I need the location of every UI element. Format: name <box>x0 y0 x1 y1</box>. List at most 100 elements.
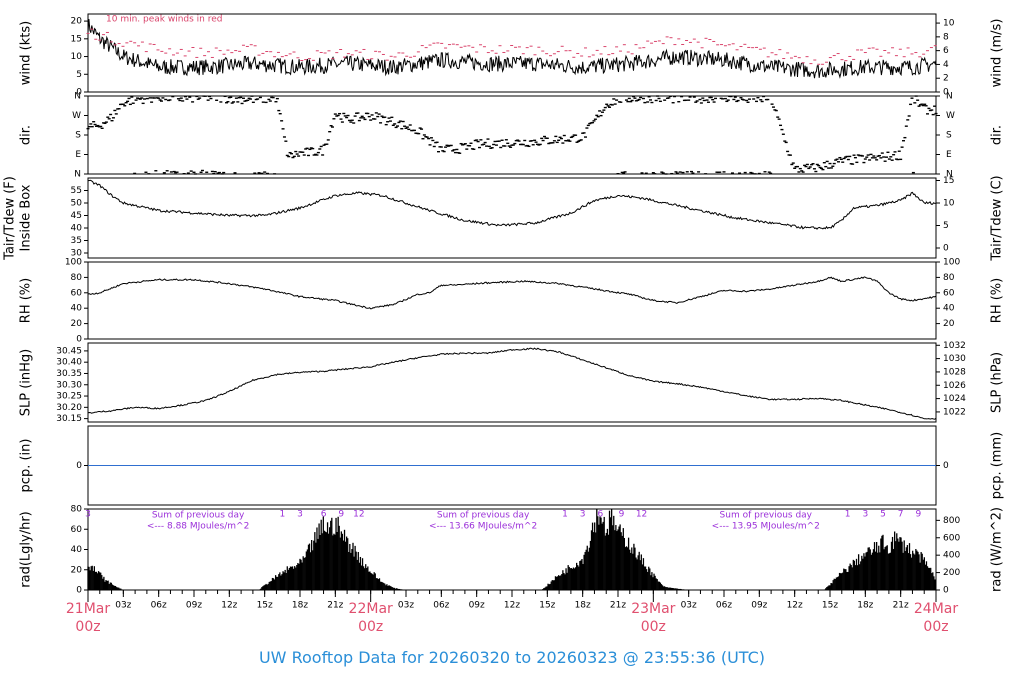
x-axis-hour-label: 21z <box>327 601 343 611</box>
x-axis-hour-label: 09z <box>469 601 485 611</box>
x-axis-hour-label: 12z <box>504 601 520 611</box>
wind-left-tick-label: 5 <box>76 70 82 80</box>
rad-left-tick-label: 0 <box>76 586 82 596</box>
x-axis-hour-label: 21z <box>610 601 626 611</box>
rad-right-tick-label: 800 <box>943 516 960 526</box>
rad-left-tick-label: 40 <box>71 545 83 555</box>
rh-right-tick-label: 40 <box>943 304 955 314</box>
wind-right-tick-label: 10 <box>943 19 955 29</box>
slp-right-tick-label: 1024 <box>943 394 966 404</box>
dir-right-tick-label: S <box>946 131 952 141</box>
temp-left-tick-label: 55 <box>71 186 82 196</box>
radiation-hour-mark: 1 <box>845 510 851 520</box>
slp-right-tick-label: 1028 <box>943 367 966 377</box>
slp-frame <box>87 342 937 423</box>
rad-right-label: rad (W/m^2) <box>990 507 1005 592</box>
sea-level-pressure-line <box>87 347 937 420</box>
radiation-day-sum-title: Sum of previous day <box>720 511 813 521</box>
dir-right-label: dir. <box>990 125 1005 145</box>
wind-left-tick-label: 0 <box>76 88 82 98</box>
x-axis-day-date: 22Mar <box>349 601 393 617</box>
x-axis-hour-label: 12z <box>787 601 803 611</box>
wind-left-tick-label: 20 <box>71 17 83 27</box>
rh-left-tick-label: 0 <box>76 335 82 345</box>
wind-right-tick-label: 2 <box>943 74 949 84</box>
x-axis-hour-label: 21z <box>893 601 909 611</box>
slp-right-tick-label: 1026 <box>943 381 966 391</box>
wind-right-tick-label: 0 <box>943 88 949 98</box>
rh-left-tick-label: 80 <box>71 273 83 283</box>
radiation-day-sum-value: <--- 8.88 MJoules/m^2 <box>147 522 249 532</box>
dir-left-tick-label: N <box>74 92 81 102</box>
radiation-hour-mark: 6 <box>321 510 327 520</box>
x-axis-day-time: 00z <box>641 619 666 635</box>
x-axis-hour-label: 15z <box>822 601 838 611</box>
temp-left-tick-label: 35 <box>71 236 82 246</box>
rad-left-tick-label: 80 <box>71 505 83 515</box>
radiation-day-sum-title: Sum of previous day <box>437 511 530 521</box>
slp-right-label: SLP (hPa) <box>990 352 1005 413</box>
wind-left-label: wind (kts) <box>19 21 34 85</box>
rad-left-tick-label: 60 <box>71 525 83 535</box>
mean-wind-line <box>87 19 937 79</box>
slp-left-label: SLP (inHg) <box>19 349 34 417</box>
x-axis-hour-label: 06z <box>433 601 449 611</box>
x-axis-hour-label: 09z <box>186 601 202 611</box>
x-axis-hour-label: 12z <box>221 601 237 611</box>
temp-left-tick-label: 50 <box>71 199 83 209</box>
radiation-hour-mark: 1 <box>562 510 568 520</box>
rad-right-tick-label: 200 <box>943 568 960 578</box>
slp-left-tick-label: 30.20 <box>56 403 82 413</box>
x-axis-day-time: 00z <box>75 619 100 635</box>
radiation-hour-mark: 9 <box>915 510 921 520</box>
wind-left-tick-label: 15 <box>71 34 82 44</box>
dir-left-tick-label: E <box>75 150 81 160</box>
wind-right-tick-label: 8 <box>943 32 949 42</box>
radiation-hour-mark: 9 <box>338 510 344 520</box>
radiation-hour-mark: 12 <box>636 510 647 520</box>
rh-right-tick-label: 20 <box>943 319 955 329</box>
dir-frame <box>87 95 937 175</box>
dir-right-tick-label: N <box>946 92 953 102</box>
temp-left-tick-label: 40 <box>71 224 83 234</box>
x-axis-hour-label: 06z <box>151 601 167 611</box>
dir-right-tick-label: N <box>946 170 953 180</box>
x-axis-hour-label: 06z <box>716 601 732 611</box>
x-axis-day-date: 23Mar <box>631 601 675 617</box>
rad-left-label: rad(Lgly/hr) <box>19 511 34 587</box>
x-axis-day-time: 00z <box>358 619 383 635</box>
radiation-hour-mark: 5 <box>880 510 886 520</box>
wind-right-label: wind (m/s) <box>990 19 1005 88</box>
rad-right-tick-label: 400 <box>943 551 960 561</box>
x-axis-hour-label: 18z <box>292 601 308 611</box>
rh-frame <box>87 261 937 340</box>
temp-left-tick-label: 45 <box>71 211 82 221</box>
radiation-hour-mark: 3 <box>297 510 303 520</box>
dir-left-tick-label: N <box>74 170 81 180</box>
radiation-day-sum-value: <--- 13.66 MJoules/m^2 <box>429 522 537 532</box>
temp-left-label: Tair/Tdew (F) <box>3 176 18 261</box>
radiation-hour-mark: 7 <box>898 510 904 520</box>
slp-right-tick-label: 1030 <box>943 354 966 364</box>
slp-left-tick-label: 30.45 <box>56 346 82 356</box>
x-axis-day-time: 00z <box>923 619 948 635</box>
wind-right-tick-label: 6 <box>943 46 949 56</box>
temp-right-tick-label: 10 <box>943 199 955 209</box>
slp-left-tick-label: 30.15 <box>56 414 82 424</box>
rad-right-tick-label: 0 <box>943 586 949 596</box>
temp-right-tick-label: 15 <box>943 176 954 186</box>
x-axis-hour-label: 15z <box>539 601 555 611</box>
radiation-hour-mark: 3 <box>85 510 91 520</box>
dir-left-tick-label: W <box>72 111 81 121</box>
footer-title: UW Rooftop Data for 20260320 to 20260323… <box>258 648 766 667</box>
x-axis-day-date: 24Mar <box>914 601 958 617</box>
x-axis-hour-label: 15z <box>257 601 273 611</box>
dir-left-tick-label: S <box>75 131 81 141</box>
x-axis-hour-label: 09z <box>751 601 767 611</box>
pcp-right-tick-label: 0 <box>943 461 949 471</box>
x-axis-hour-label: 18z <box>575 601 591 611</box>
rh-left-tick-label: 100 <box>65 258 82 268</box>
x-axis-day-date: 21Mar <box>66 601 110 617</box>
dir-left-label: dir. <box>19 125 34 145</box>
